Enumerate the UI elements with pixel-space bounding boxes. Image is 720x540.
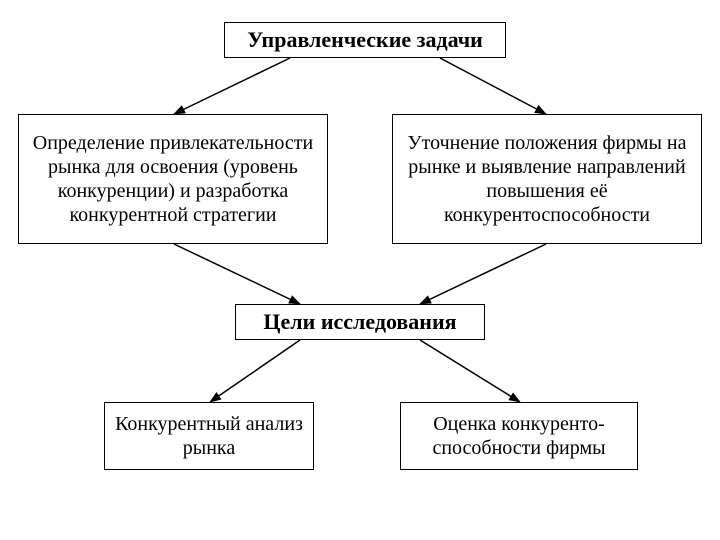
- edge-right_upper-to-middle: [420, 244, 546, 304]
- edge-middle-to-left_lower: [210, 340, 300, 402]
- edge-left_upper-to-middle: [174, 244, 300, 304]
- edge-top-to-left_upper: [174, 58, 290, 114]
- node-middle: Цели исследования: [235, 304, 485, 340]
- node-left_upper: Определение привлекательности рынка для …: [18, 114, 328, 244]
- edge-top-to-right_upper: [440, 58, 546, 114]
- node-right_upper: Уточнение положения фирмы на рынке и выя…: [392, 114, 702, 244]
- node-left_lower: Конкурентный анализ рынка: [104, 402, 314, 470]
- edge-middle-to-right_lower: [420, 340, 520, 402]
- node-right_lower: Оценка конкуренто­способности фирмы: [400, 402, 638, 470]
- node-top: Управленческие задачи: [224, 22, 506, 58]
